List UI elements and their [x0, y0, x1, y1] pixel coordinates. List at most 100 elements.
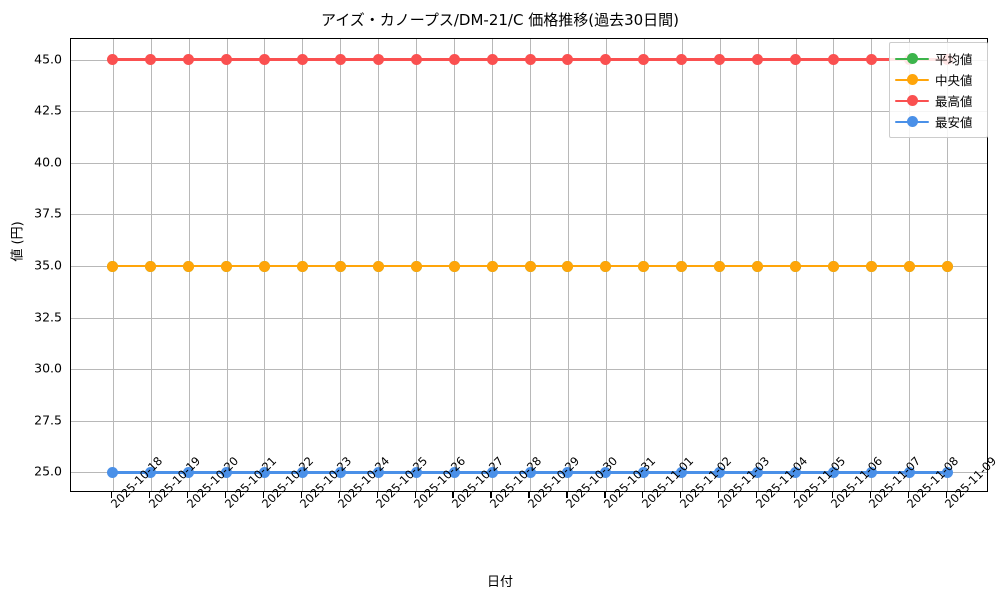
- data-point-marker[interactable]: [334, 54, 346, 66]
- data-point-marker[interactable]: [752, 54, 764, 66]
- data-point-marker[interactable]: [790, 54, 801, 66]
- legend-item[interactable]: 最高値: [895, 90, 981, 111]
- legend-item-label: 中央値: [935, 73, 973, 88]
- legend-swatch-icon: [895, 73, 929, 87]
- series-line-segment: [833, 58, 872, 61]
- data-point-marker[interactable]: [562, 466, 574, 478]
- data-point-marker[interactable]: [221, 260, 233, 272]
- data-point-marker[interactable]: [865, 260, 877, 272]
- series-line-segment: [302, 471, 341, 474]
- data-point-marker[interactable]: [448, 466, 460, 478]
- data-point-marker[interactable]: [183, 54, 195, 66]
- data-point-marker[interactable]: [676, 466, 688, 478]
- data-point-marker[interactable]: [221, 466, 233, 478]
- data-point-marker[interactable]: [410, 54, 422, 66]
- data-point-marker[interactable]: [372, 260, 384, 272]
- series-line-segment: [719, 471, 758, 474]
- data-point-marker[interactable]: [145, 260, 157, 272]
- data-point-marker[interactable]: [296, 260, 308, 272]
- data-point-marker[interactable]: [524, 466, 536, 478]
- data-point-marker[interactable]: [107, 260, 119, 272]
- data-point-marker[interactable]: [258, 260, 270, 272]
- data-point-marker[interactable]: [638, 54, 650, 66]
- data-point-marker[interactable]: [714, 466, 726, 478]
- legend-item[interactable]: 平均値: [895, 48, 981, 69]
- data-point-marker[interactable]: [714, 54, 726, 66]
- series-line-segment: [302, 264, 341, 268]
- data-point-marker[interactable]: [183, 466, 195, 478]
- legend-item[interactable]: 中央値: [895, 69, 981, 90]
- data-point-marker[interactable]: [448, 54, 460, 66]
- data-point-marker[interactable]: [903, 260, 915, 272]
- grid-line-horizontal: [71, 369, 987, 371]
- data-point-marker[interactable]: [524, 54, 536, 66]
- data-point-marker[interactable]: [296, 466, 308, 478]
- data-point-marker[interactable]: [410, 466, 422, 478]
- data-point-marker[interactable]: [410, 260, 422, 272]
- data-point-marker[interactable]: [486, 466, 498, 478]
- data-point-marker[interactable]: [790, 466, 801, 478]
- data-point-marker[interactable]: [562, 54, 574, 66]
- legend-item-label: 平均値: [935, 52, 973, 67]
- data-point-marker[interactable]: [638, 466, 650, 478]
- data-point-marker[interactable]: [524, 260, 536, 272]
- data-point-marker[interactable]: [334, 466, 346, 478]
- data-point-marker[interactable]: [676, 54, 688, 66]
- data-point-marker[interactable]: [827, 54, 839, 66]
- y-axis-tick-label: 37.5: [34, 205, 62, 221]
- data-point-marker[interactable]: [107, 466, 119, 478]
- legend-item[interactable]: 最安値: [895, 111, 981, 132]
- x-axis-tick-mark: [300, 492, 303, 498]
- chart-legend[interactable]: 平均値中央値最高値最安値: [889, 42, 988, 138]
- grid-line-horizontal: [71, 111, 987, 113]
- x-axis-tick-mark: [755, 492, 758, 498]
- data-point-marker[interactable]: [941, 260, 953, 272]
- data-point-marker[interactable]: [221, 54, 233, 66]
- series-line-segment: [909, 264, 948, 268]
- series-line-segment: [302, 58, 341, 61]
- series-line-segment: [112, 58, 151, 61]
- data-point-marker[interactable]: [638, 260, 650, 272]
- data-point-marker[interactable]: [334, 260, 346, 272]
- data-point-marker[interactable]: [372, 54, 384, 66]
- data-point-marker[interactable]: [562, 260, 574, 272]
- data-point-marker[interactable]: [714, 260, 726, 272]
- data-point-marker[interactable]: [600, 54, 612, 66]
- data-point-marker[interactable]: [600, 466, 612, 478]
- data-point-marker[interactable]: [752, 466, 764, 478]
- y-axis-tick-label: 42.5: [34, 102, 62, 118]
- data-point-marker[interactable]: [676, 260, 688, 272]
- data-point-marker[interactable]: [941, 466, 953, 478]
- x-axis-tick-mark: [907, 492, 909, 498]
- data-point-marker[interactable]: [107, 54, 119, 66]
- series-line-segment: [454, 264, 493, 268]
- data-point-marker[interactable]: [827, 260, 839, 272]
- legend-item-label: 最高値: [935, 94, 973, 109]
- y-axis-tick-label: 25.0: [34, 463, 62, 479]
- series-line-segment: [605, 264, 644, 268]
- x-axis-tick-label: 2025-11-07: [866, 454, 923, 511]
- data-point-marker[interactable]: [903, 466, 915, 478]
- data-point-marker[interactable]: [600, 260, 612, 272]
- data-point-marker[interactable]: [145, 466, 157, 478]
- x-axis-tick-mark: [945, 492, 947, 498]
- series-line-segment: [719, 58, 758, 61]
- data-point-marker[interactable]: [258, 54, 270, 66]
- data-point-marker[interactable]: [827, 466, 839, 478]
- data-point-marker[interactable]: [790, 260, 801, 272]
- data-point-marker[interactable]: [865, 466, 877, 478]
- data-point-marker[interactable]: [486, 260, 498, 272]
- data-point-marker[interactable]: [486, 54, 498, 66]
- data-point-marker[interactable]: [183, 260, 195, 272]
- data-point-marker[interactable]: [258, 466, 270, 478]
- data-point-marker[interactable]: [448, 260, 460, 272]
- x-axis-tick-label: 2025-10-26: [411, 454, 468, 511]
- x-axis-tick-label: 2025-10-18: [108, 454, 165, 511]
- data-point-marker[interactable]: [145, 54, 157, 66]
- data-point-marker[interactable]: [865, 54, 877, 66]
- x-axis-tick-mark: [793, 492, 796, 498]
- data-point-marker[interactable]: [752, 260, 764, 272]
- data-point-marker[interactable]: [372, 466, 384, 478]
- series-line-segment: [378, 58, 417, 61]
- data-point-marker[interactable]: [296, 54, 308, 66]
